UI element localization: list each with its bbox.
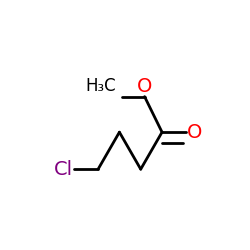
- Text: H₃C: H₃C: [86, 77, 116, 95]
- Text: Cl: Cl: [54, 160, 73, 179]
- Text: O: O: [137, 77, 152, 96]
- Text: O: O: [187, 123, 203, 142]
